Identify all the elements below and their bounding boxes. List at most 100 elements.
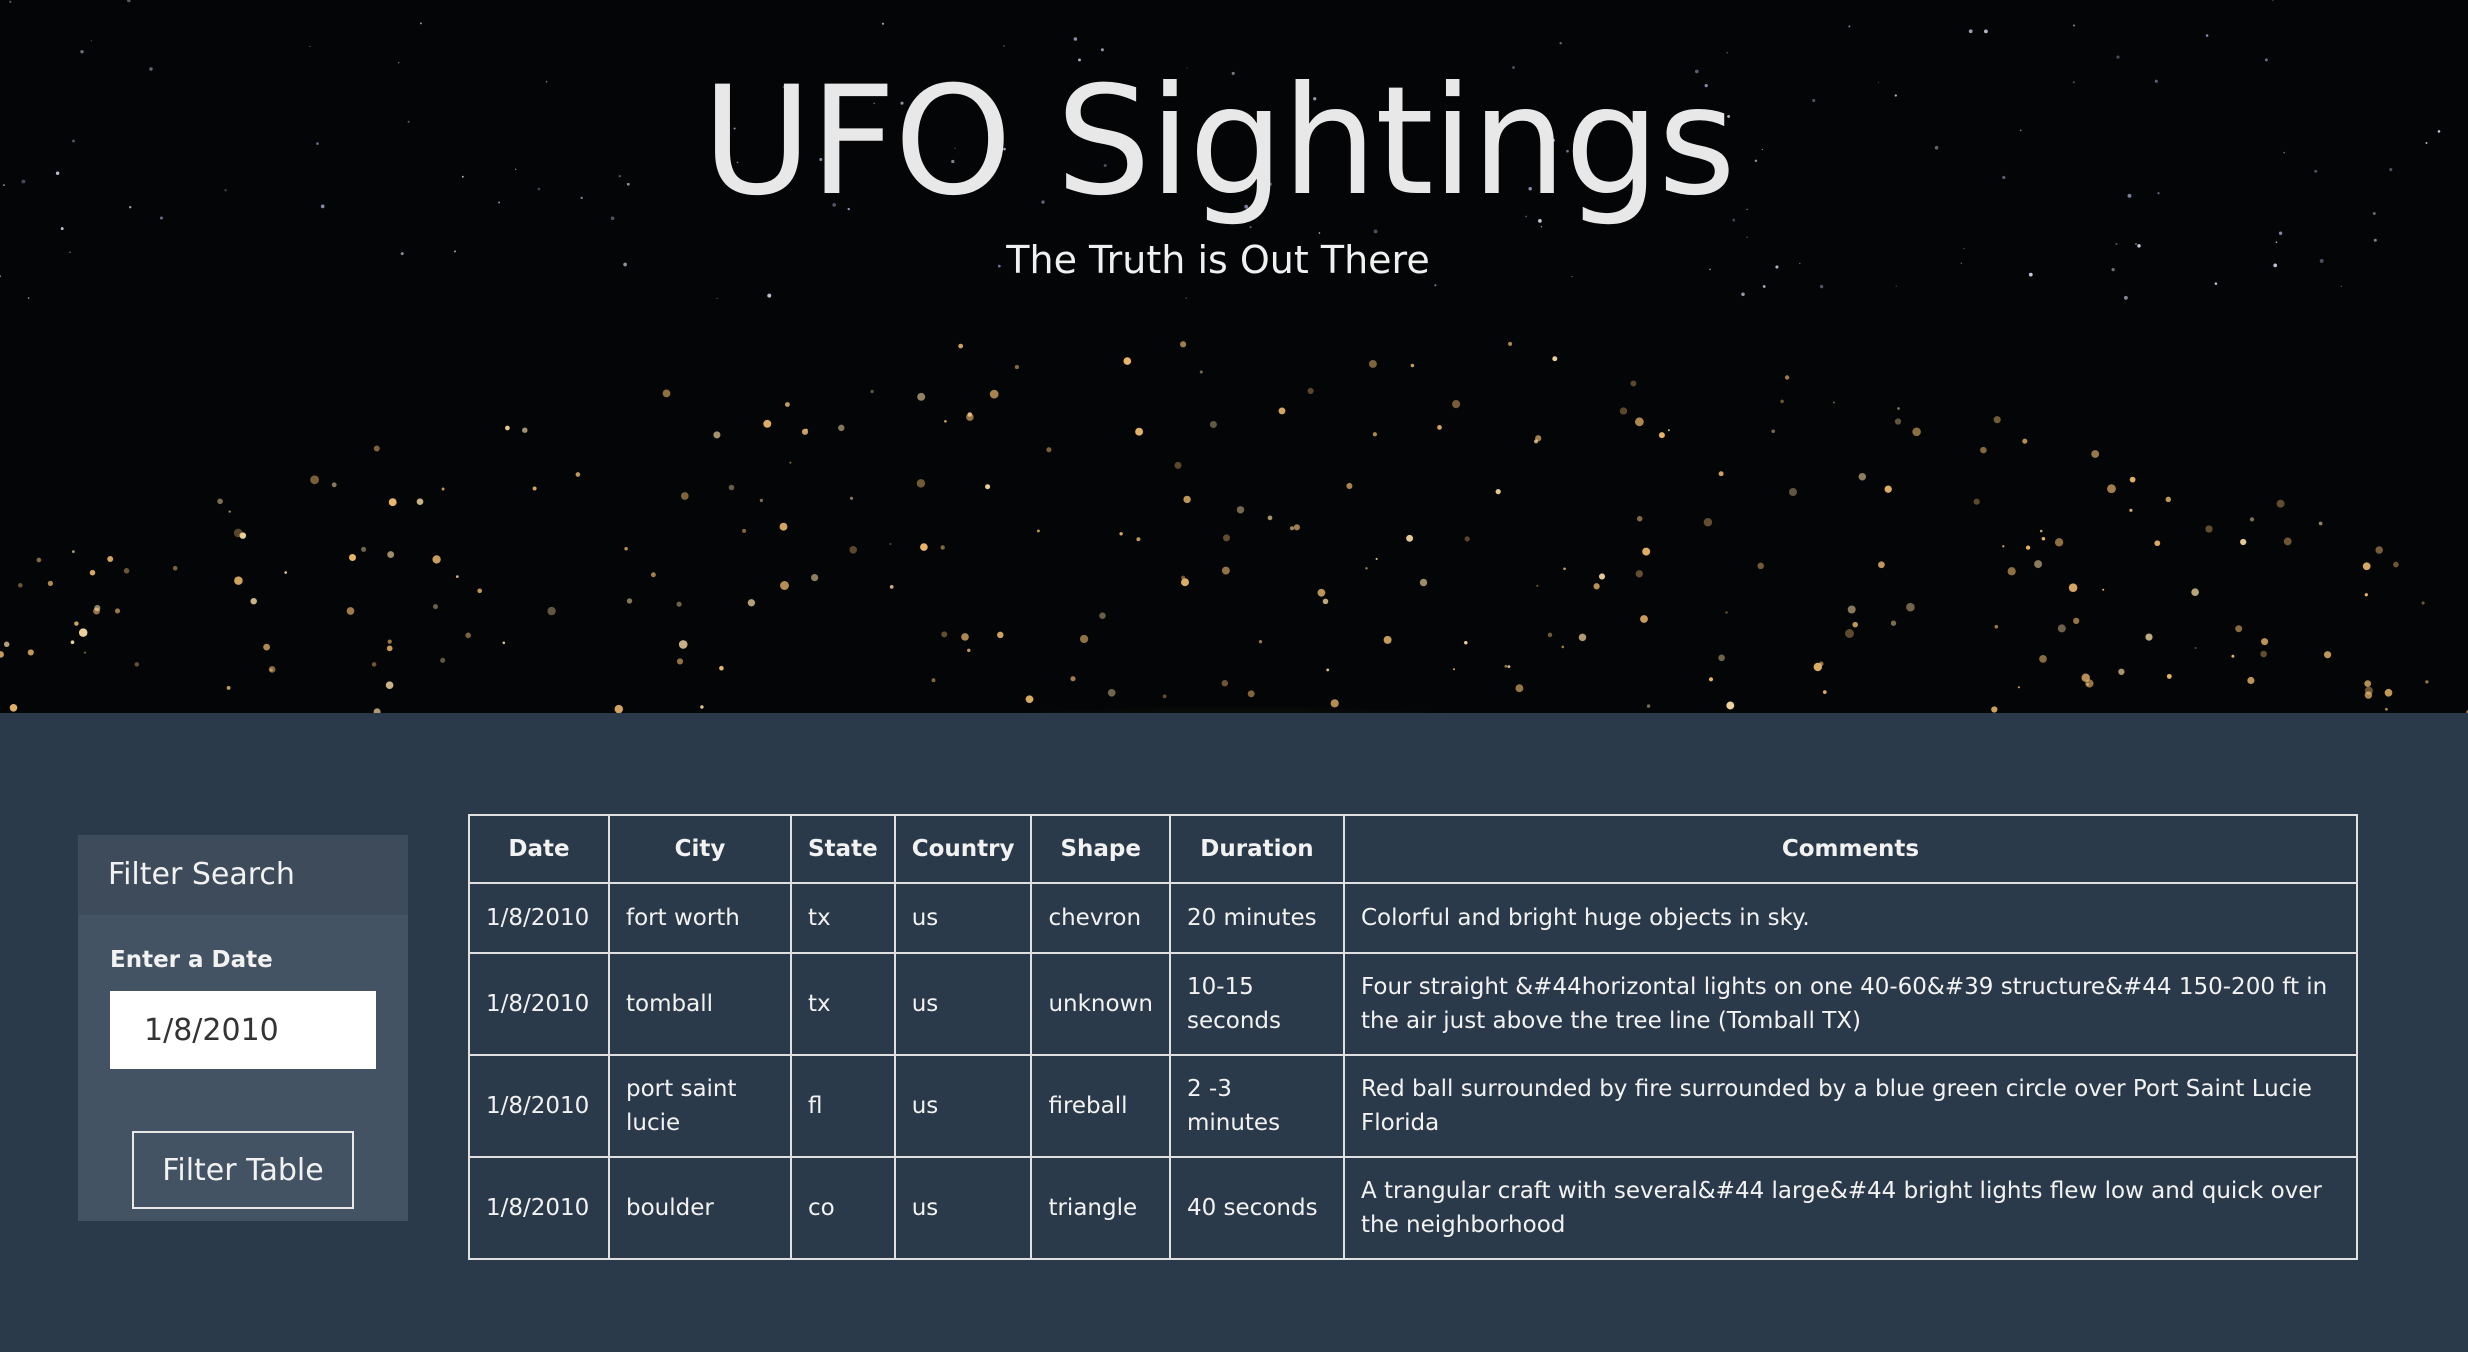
city-light [1973, 498, 1980, 505]
star [733, 127, 736, 130]
city-light [1508, 341, 1513, 346]
city-light [1718, 471, 1724, 477]
star [2002, 175, 2006, 180]
city-light [742, 528, 747, 533]
star [1551, 138, 1555, 143]
city-light [1852, 621, 1858, 628]
city-light [1293, 524, 1300, 531]
star [537, 187, 541, 191]
city-light [1619, 407, 1628, 415]
city-light [1563, 567, 1566, 571]
star [2116, 55, 2120, 59]
city-light [1221, 566, 1230, 575]
city-light [961, 633, 969, 641]
cell-shape: chevron [1030, 882, 1171, 954]
star [819, 158, 823, 161]
city-light [1046, 447, 1052, 453]
cell-date: 1/8/2010 [468, 882, 610, 954]
star [1249, 225, 1252, 229]
city-light [547, 606, 556, 616]
star [1775, 265, 1779, 269]
header-shape[interactable]: Shape [1030, 814, 1171, 884]
city-light [1703, 518, 1713, 527]
city-light [1247, 690, 1255, 698]
filter-panel-header: Filter Search [78, 835, 408, 915]
star [2019, 129, 2022, 132]
cell-state: tx [790, 952, 896, 1056]
star [1746, 208, 1748, 211]
star [159, 216, 164, 220]
city-light [624, 547, 628, 551]
star [2319, 258, 2324, 263]
cell-city: tomball [608, 952, 792, 1056]
city-light [2384, 688, 2393, 697]
city-light [966, 413, 974, 421]
header-comments[interactable]: Comments [1342, 814, 2359, 884]
star [2437, 130, 2441, 133]
city-light [2025, 545, 2031, 550]
city-light [1819, 661, 1824, 667]
header-duration[interactable]: Duration [1168, 814, 1345, 884]
star [1984, 29, 1988, 34]
city-light [310, 475, 320, 485]
city-light [940, 545, 945, 550]
city-light [1322, 598, 1329, 605]
star [2389, 168, 2393, 172]
city-light [1135, 427, 1144, 436]
star [2028, 272, 2033, 277]
city-light [747, 599, 756, 607]
star [2275, 241, 2278, 243]
star [2205, 34, 2209, 37]
city-light [1267, 515, 1273, 521]
star [832, 203, 837, 207]
header-country[interactable]: Country [893, 814, 1033, 884]
date-input[interactable] [110, 991, 376, 1069]
cell-shape: triangle [1030, 1156, 1171, 1260]
city-light [1079, 634, 1089, 644]
city-light [0, 651, 4, 658]
star [461, 175, 464, 178]
city-light [763, 419, 772, 428]
city-light [83, 651, 87, 654]
star [2214, 282, 2218, 285]
city-light [172, 565, 178, 571]
city-light [47, 580, 54, 587]
star [1373, 229, 1378, 234]
city-light [2393, 561, 2399, 568]
city-light [2385, 707, 2388, 711]
city-light [1771, 429, 1775, 433]
header-state[interactable]: State [790, 814, 896, 884]
city-light [2375, 546, 2383, 554]
city-light [2276, 499, 2285, 508]
star [1434, 284, 1437, 287]
cell-comments: A trangular craft with several&#44 large… [1342, 1156, 2359, 1260]
city-light [2261, 638, 2269, 646]
star [1185, 297, 1187, 299]
city-light [388, 498, 397, 507]
header-date[interactable]: Date [468, 814, 610, 884]
city-light [1136, 537, 1141, 542]
star [309, 45, 311, 48]
city-light [2057, 624, 2066, 633]
city-light [2039, 529, 2043, 533]
city-light [967, 648, 971, 653]
city-light [1642, 547, 1651, 556]
star [847, 207, 850, 211]
city-light [678, 640, 688, 649]
star [545, 80, 548, 83]
city-light [2118, 668, 2125, 675]
star [716, 297, 718, 300]
city-light [387, 551, 395, 559]
city-light [1107, 688, 1116, 697]
header-city[interactable]: City [608, 814, 792, 884]
city-light [680, 492, 689, 500]
city-light [465, 632, 471, 639]
star [1538, 219, 1542, 223]
filter-table-button[interactable]: Filter Table [132, 1131, 354, 1209]
city-light [233, 528, 243, 538]
star [1103, 163, 1107, 168]
star [1571, 275, 1573, 278]
star [1877, 81, 1880, 84]
star [2278, 231, 2283, 235]
star [1741, 292, 1745, 297]
